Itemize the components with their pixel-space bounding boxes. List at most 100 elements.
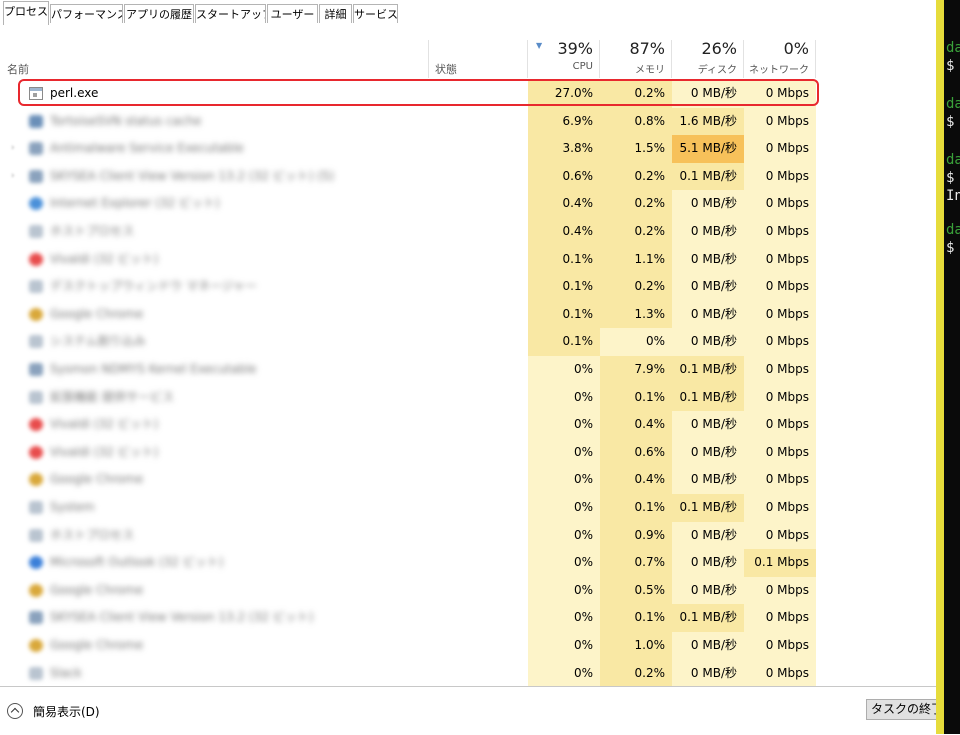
disk-value: 0 MB/秒: [672, 273, 744, 301]
column-divider: [815, 40, 816, 78]
table-row[interactable]: Google Chrome 0% 0.4% 0 MB/秒 0 Mbps: [0, 466, 936, 494]
app-icon: [29, 528, 43, 542]
process-name: ホストプロセス: [50, 527, 135, 542]
network-value: 0 Mbps: [744, 300, 816, 329]
process-name: Google Chrome: [50, 306, 144, 321]
chevron-up-icon[interactable]: [7, 703, 23, 719]
table-row[interactable]: 拡張機能 提供サービス 0% 0.1% 0.1 MB/秒 0 Mbps: [0, 383, 936, 412]
ie-icon: [29, 197, 43, 211]
table-row[interactable]: TortoiseSVN status cache 6.9% 0.8% 1.6 MB/秒…: [0, 107, 936, 136]
memory-value: 0.2%: [600, 190, 672, 218]
cpu-total-percent[interactable]: 39%: [557, 39, 593, 58]
tab-details[interactable]: 詳細: [319, 4, 352, 23]
network-value: 0 Mbps: [744, 411, 816, 439]
process-name: Vivaldi (32 ビット): [50, 417, 159, 432]
vivaldi-icon: [29, 252, 43, 266]
memory-value: 0.9%: [600, 521, 672, 550]
table-row[interactable]: Microsoft Outlook (32 ビット) 0% 0.7% 0 MB/秒 0.…: [0, 549, 936, 577]
cpu-column-header[interactable]: CPU: [572, 61, 593, 72]
memory-value: 0.1%: [600, 604, 672, 632]
table-row[interactable]: Vivaldi (32 ビット) 0% 0.6% 0 MB/秒 0 Mbps: [0, 438, 936, 467]
cpu-value: 0.4%: [528, 190, 600, 218]
memory-value: 0.2%: [600, 80, 672, 108]
network-value: 0 Mbps: [744, 356, 816, 384]
table-row[interactable]: SKYSEA Client View Version 13.2 (32 ビット)…: [0, 604, 936, 632]
app-icon: [29, 280, 43, 294]
table-row[interactable]: Google Chrome 0% 1.0% 0 MB/秒 0 Mbps: [0, 632, 936, 660]
disk-value: 0 MB/秒: [672, 466, 744, 494]
app-icon: [29, 501, 43, 514]
chevron-right-icon[interactable]: ›: [11, 170, 15, 181]
disk-value: 0 MB/秒: [672, 190, 744, 218]
memory-total-percent[interactable]: 87%: [629, 39, 665, 58]
table-row[interactable]: ホストプロセス 0% 0.9% 0 MB/秒 0 Mbps: [0, 521, 936, 550]
table-row[interactable]: Internet Explorer (32 ビット) 0.4% 0.2% 0 MB/秒…: [0, 190, 936, 218]
table-row[interactable]: Sysmon NDMYS Kernel Executable 0% 7.9% 0.1 …: [0, 356, 936, 384]
process-name: Antimalware Service Executable: [50, 141, 244, 156]
network-column-header[interactable]: ネットワーク: [749, 65, 809, 76]
memory-value: 1.5%: [600, 135, 672, 163]
column-name-header[interactable]: 名前: [7, 63, 29, 76]
memory-column-header[interactable]: メモリ: [635, 65, 665, 76]
memory-value: 0.5%: [600, 576, 672, 605]
column-divider: [599, 40, 600, 78]
process-name: システム割り込み: [50, 334, 146, 349]
chrome-icon: [29, 473, 43, 487]
disk-total-percent[interactable]: 26%: [701, 39, 737, 58]
network-value: 0 Mbps: [744, 245, 816, 274]
table-row[interactable]: System 0% 0.1% 0.1 MB/秒 0 Mbps: [0, 494, 936, 522]
end-task-button[interactable]: タスクの終了(E): [866, 699, 946, 720]
memory-value: 0.4%: [600, 411, 672, 439]
network-value: 0 Mbps: [744, 328, 816, 356]
table-row[interactable]: perl.exe 27.0% 0.2% 0 MB/秒 0 Mbps: [0, 80, 936, 108]
terminal-scrollbar[interactable]: [936, 0, 944, 734]
memory-value: 0.2%: [600, 659, 672, 688]
column-status-header[interactable]: 状態: [435, 63, 457, 76]
table-row[interactable]: Slack 0% 0.2% 0 MB/秒 0 Mbps: [0, 659, 936, 688]
table-row[interactable]: ホストプロセス 0.4% 0.2% 0 MB/秒 0 Mbps: [0, 218, 936, 246]
table-row[interactable]: デスクトップウィンドウ マネージャー 0.1% 0.2% 0 MB/秒 0 Mbps: [0, 273, 936, 301]
chrome-icon: [29, 583, 43, 597]
process-name: System: [50, 500, 95, 514]
table-row[interactable]: システム割り込み 0.1% 0% 0 MB/秒 0 Mbps: [0, 328, 936, 356]
tab-processes[interactable]: プロセス: [3, 1, 49, 25]
process-name: SKYSEA Client View Version 13.2 (32 ビット): [50, 610, 314, 625]
cpu-value: 0.6%: [528, 162, 600, 191]
table-row[interactable]: Vivaldi (32 ビット) 0% 0.4% 0 MB/秒 0 Mbps: [0, 411, 936, 439]
tab-performance[interactable]: パフォーマンス: [50, 4, 123, 23]
fewer-details-link[interactable]: 簡易表示(D): [33, 705, 100, 719]
cpu-value: 6.9%: [528, 107, 600, 136]
table-row[interactable]: Google Chrome 0% 0.5% 0 MB/秒 0 Mbps: [0, 576, 936, 605]
network-total-percent[interactable]: 0%: [783, 39, 809, 58]
tab-users[interactable]: ユーザー: [267, 4, 318, 23]
process-name: Sysmon NDMYS Kernel Executable: [50, 362, 257, 376]
table-row[interactable]: › Antimalware Service Executable 3.8% 1.5% 5…: [0, 135, 936, 163]
tab-services[interactable]: サービス: [353, 4, 398, 23]
disk-column-header[interactable]: ディスク: [697, 65, 737, 76]
vivaldi-icon: [29, 445, 43, 459]
process-name: Vivaldi (32 ビット): [50, 251, 159, 266]
table-row[interactable]: Vivaldi (32 ビット) 0.1% 1.1% 0 MB/秒 0 Mbps: [0, 245, 936, 274]
network-value: 0 Mbps: [744, 466, 816, 494]
network-value: 0.1 Mbps: [744, 549, 816, 577]
process-name: Vivaldi (32 ビット): [50, 444, 159, 459]
cpu-value: 0%: [528, 549, 600, 577]
terminal-line: $: [946, 240, 955, 256]
chevron-right-icon[interactable]: ›: [11, 143, 15, 154]
table-row[interactable]: Google Chrome 0.1% 1.3% 0 MB/秒 0 Mbps: [0, 300, 936, 329]
disk-value: 0.1 MB/秒: [672, 383, 744, 412]
column-divider: [671, 40, 672, 78]
disk-value: 5.1 MB/秒: [672, 135, 744, 163]
process-list: perl.exe 27.0% 0.2% 0 MB/秒 0 Mbps TortoiseSVN…: [0, 80, 936, 688]
disk-value: 0 MB/秒: [672, 659, 744, 688]
process-name: Google Chrome: [50, 638, 144, 652]
tab-app-history[interactable]: アプリの履歴: [124, 4, 194, 23]
terminal-line: $: [946, 114, 955, 130]
tab-startup[interactable]: スタートアップ: [195, 4, 266, 23]
process-name: Google Chrome: [50, 582, 144, 597]
terminal-window[interactable]: da $ da $ da $ In da $: [936, 0, 960, 734]
service-window-icon: [29, 611, 43, 625]
memory-value: 0.2%: [600, 162, 672, 191]
cpu-value: 0%: [528, 521, 600, 550]
table-row[interactable]: › SKYSEA Client View Version 13.2 (32 ビット…: [0, 162, 936, 191]
